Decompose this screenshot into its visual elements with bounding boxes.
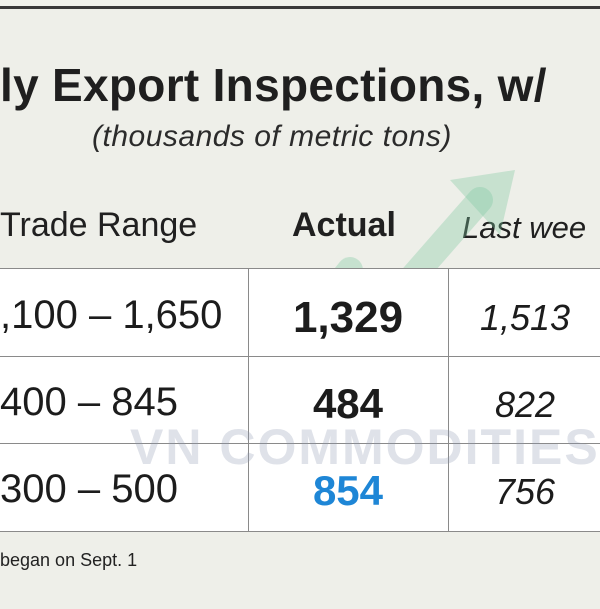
footnote: began on Sept. 1 bbox=[0, 550, 138, 570]
column-divider bbox=[248, 269, 249, 531]
table-cell-range: 300 – 500 bbox=[0, 467, 178, 511]
page-subtitle: (thousands of metric tons) bbox=[92, 120, 452, 153]
watermark-text: VN COMMODITIES bbox=[130, 419, 600, 475]
inspections-table: ,100 – 1,650 1,329 1,513 400 – 845 484 8… bbox=[0, 268, 600, 532]
column-header-last-week: Last wee bbox=[462, 210, 587, 245]
row-divider bbox=[0, 443, 600, 444]
column-header-trade-range: Trade Range bbox=[0, 206, 198, 244]
page-title: ly Export Inspections, w/ bbox=[0, 59, 547, 111]
table-cell-range: ,100 – 1,650 bbox=[0, 293, 223, 337]
table-cell-actual: 1,329 bbox=[292, 293, 404, 342]
column-header-actual: Actual bbox=[292, 206, 396, 244]
table-cell-last-week: 1,513 bbox=[479, 297, 571, 338]
row-divider bbox=[0, 356, 600, 357]
table-cell-actual: 484 bbox=[312, 380, 384, 427]
table-cell-actual-highlighted: 854 bbox=[312, 467, 384, 514]
column-divider bbox=[448, 269, 449, 531]
table-cell-last-week: 756 bbox=[494, 471, 556, 512]
table-cell-last-week: 822 bbox=[494, 384, 556, 425]
table-cell-range: 400 – 845 bbox=[0, 380, 178, 424]
